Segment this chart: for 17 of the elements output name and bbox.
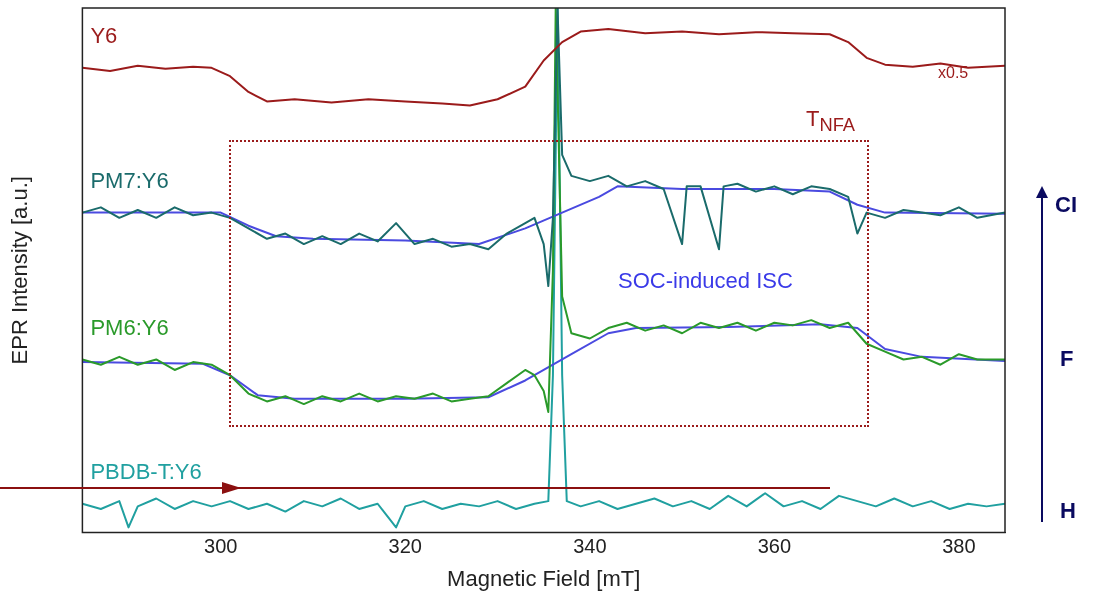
text: H — [1060, 498, 1076, 524]
annotation: SOC-induced ISC — [618, 268, 793, 294]
x-tick-label: 360 — [757, 535, 792, 558]
series-label: PM7:Y6 — [90, 167, 169, 193]
text: CI — [1055, 192, 1077, 218]
text: F — [1060, 346, 1074, 372]
x-axis-title: Magnetic Field [mT] — [447, 565, 641, 591]
series-label: PM6:Y6 — [90, 314, 169, 340]
x-tick-label: 340 — [573, 535, 607, 558]
x-tick-label: 320 — [388, 535, 422, 558]
annotation: x0.5 — [938, 64, 969, 82]
annotation: T$_{NFA}$ — [806, 106, 856, 137]
series-label: Y6 — [90, 22, 118, 48]
x-tick-label: 380 — [942, 535, 976, 558]
x-tick-label: 300 — [204, 535, 238, 558]
series-label: PBDB-T:Y6 — [90, 458, 202, 484]
y-axis-title: EPR Intensity [a.u.] — [7, 176, 33, 365]
